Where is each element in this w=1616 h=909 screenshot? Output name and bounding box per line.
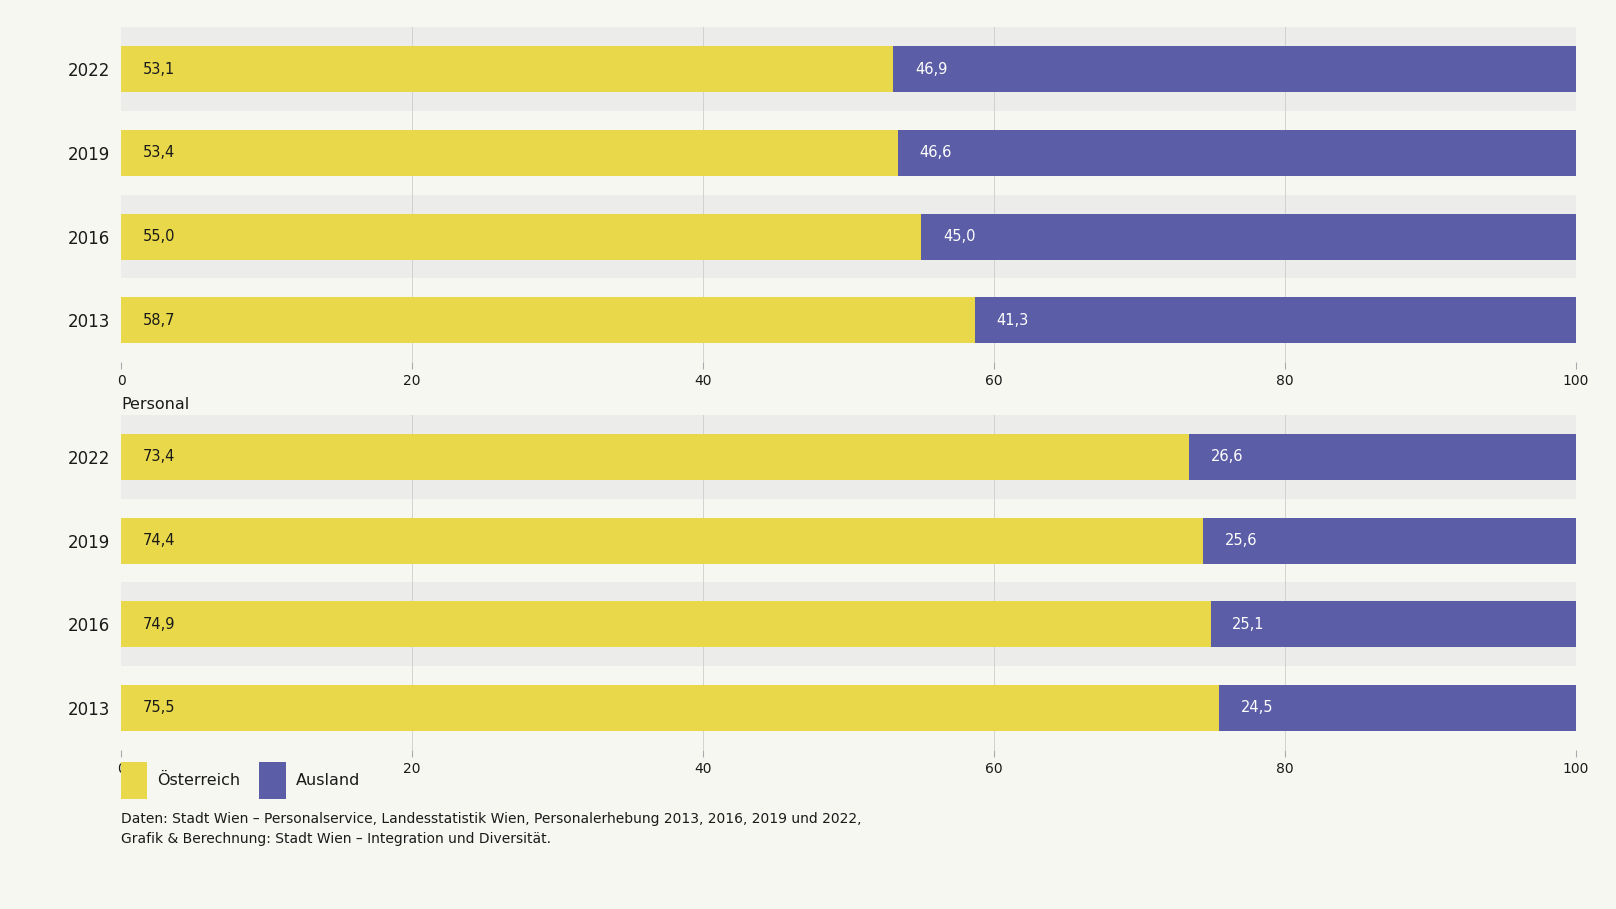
Text: 46,6: 46,6: [920, 145, 952, 160]
Bar: [898, 130, 1576, 175]
Text: Österreich: Österreich: [157, 774, 241, 788]
Bar: [121, 278, 1576, 362]
Bar: [1210, 601, 1576, 647]
Bar: [121, 583, 1576, 666]
Text: 24,5: 24,5: [1241, 701, 1273, 715]
Text: 58,7: 58,7: [142, 313, 176, 328]
Bar: [121, 130, 898, 175]
Text: 25,6: 25,6: [1225, 533, 1257, 548]
Bar: [121, 415, 1576, 499]
Bar: [121, 195, 1576, 278]
Text: 25,1: 25,1: [1233, 617, 1265, 632]
Text: 53,4: 53,4: [142, 145, 175, 160]
Bar: [121, 27, 1576, 111]
Bar: [121, 762, 147, 799]
Bar: [121, 434, 1189, 480]
Text: 41,3: 41,3: [997, 313, 1029, 328]
Text: Daten: Stadt Wien – Personalservice, Landesstatistik Wien, Personalerhebung 2013: Daten: Stadt Wien – Personalservice, Lan…: [121, 812, 861, 846]
Bar: [121, 499, 1576, 583]
Bar: [121, 46, 894, 92]
Text: 75,5: 75,5: [142, 701, 176, 715]
Bar: [121, 111, 1576, 195]
Bar: [121, 297, 974, 344]
Text: 74,9: 74,9: [142, 617, 176, 632]
Bar: [121, 601, 1210, 647]
Bar: [1189, 434, 1576, 480]
Text: 73,4: 73,4: [142, 449, 176, 464]
Text: Personal: Personal: [121, 397, 189, 413]
Text: 55,0: 55,0: [142, 229, 176, 244]
Bar: [1218, 685, 1576, 731]
Bar: [121, 517, 1204, 564]
Text: 45,0: 45,0: [942, 229, 976, 244]
Bar: [894, 46, 1576, 92]
Bar: [921, 214, 1576, 260]
Bar: [974, 297, 1576, 344]
Bar: [1204, 517, 1576, 564]
Text: 53,1: 53,1: [142, 62, 175, 76]
Text: Ausland: Ausland: [296, 774, 360, 788]
Bar: [121, 666, 1576, 750]
Bar: [259, 762, 286, 799]
Text: 74,4: 74,4: [142, 533, 176, 548]
Bar: [121, 685, 1218, 731]
Bar: [121, 214, 921, 260]
Text: 46,9: 46,9: [915, 62, 947, 76]
Text: 26,6: 26,6: [1210, 449, 1243, 464]
